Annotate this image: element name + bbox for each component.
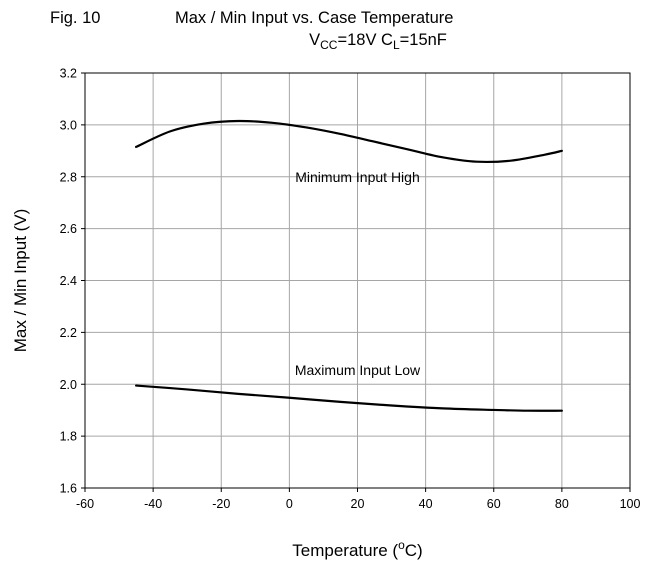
y-tick-label: 1.6 (60, 482, 77, 496)
y-tick-label: 2.6 (60, 222, 77, 236)
series-line-maximum-input-low (134, 384, 563, 412)
y-tick-label: 1.8 (60, 430, 77, 444)
title-group: Fig. 10 Max / Min Input vs. Case Temperat… (50, 9, 453, 52)
y-tick-label: 3.0 (60, 118, 77, 132)
x-tick-label: 80 (555, 497, 569, 511)
y-tick-label: 2.4 (60, 274, 77, 288)
series-line-minimum-input-high (134, 119, 563, 164)
x-tick-label: 60 (487, 497, 501, 511)
x-tick-label: 40 (419, 497, 433, 511)
x-tick-label: -20 (212, 497, 230, 511)
grid (85, 73, 630, 488)
y-tick-label: 2.8 (60, 170, 77, 184)
annotation-minimum-input-high: Minimum Input High (295, 169, 420, 185)
y-axis-ticks: 1.6 1.8 2.0 2.2 2.4 2.6 2.8 3.0 3.2 (60, 67, 85, 496)
y-axis-title: Max / Min Input (V) (11, 209, 30, 353)
y-tick-label: 2.0 (60, 378, 77, 392)
y-tick-label: 3.2 (60, 67, 77, 81)
annotations: Minimum Input High Maximum Input Low (295, 169, 421, 378)
x-tick-label: -40 (144, 497, 162, 511)
annotation-maximum-input-low: Maximum Input Low (295, 362, 421, 378)
y-tick-label: 2.2 (60, 326, 77, 340)
x-axis-ticks: -60 -40 -20 0 20 40 60 80 100 (76, 488, 641, 511)
x-axis-title: Temperature (oC) (292, 538, 422, 560)
x-tick-label: 20 (351, 497, 365, 511)
chart-title: Max / Min Input vs. Case Temperature (175, 9, 453, 27)
series-layer (134, 119, 563, 412)
x-tick-label: -60 (76, 497, 94, 511)
x-tick-label: 100 (620, 497, 641, 511)
figure-label: Fig. 10 (50, 9, 100, 27)
chart-subtitle: VCC=18V CL=15nF (309, 31, 447, 52)
x-tick-label: 0 (286, 497, 293, 511)
